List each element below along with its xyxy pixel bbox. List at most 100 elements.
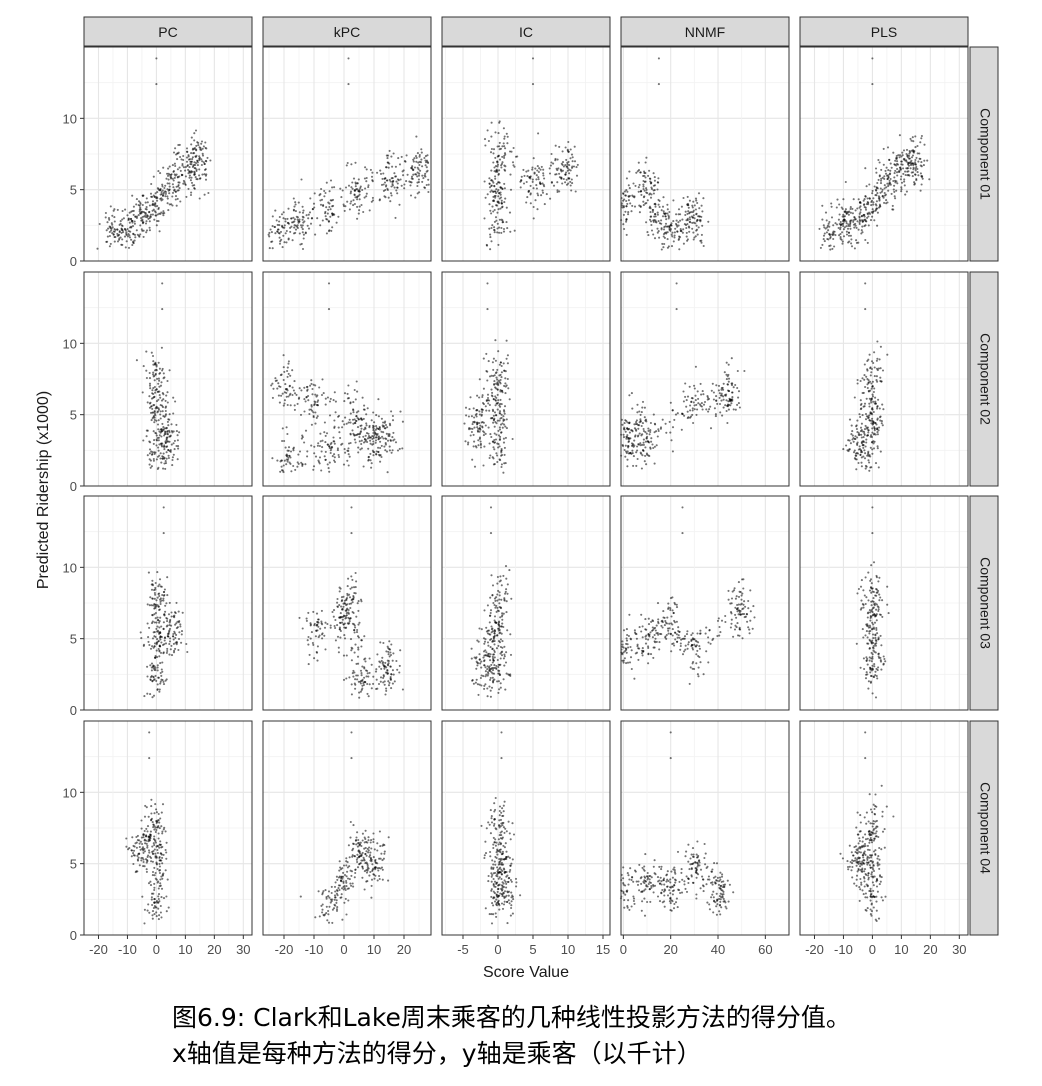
data-point [128, 236, 132, 239]
data-point [300, 242, 303, 245]
data-point [175, 601, 178, 604]
data-point [306, 385, 309, 388]
data-point [489, 855, 492, 858]
data-point [354, 161, 357, 164]
data-point [347, 184, 351, 187]
data-point [489, 233, 492, 236]
data-point [372, 838, 375, 841]
data-point [363, 635, 366, 638]
data-point [382, 676, 385, 680]
data-point [364, 837, 367, 841]
data-point [145, 231, 148, 234]
data-point [344, 186, 348, 189]
data-point [165, 857, 168, 860]
data-point [154, 214, 157, 217]
data-point [367, 435, 371, 438]
data-point [378, 660, 381, 663]
data-point [323, 431, 326, 434]
data-point [337, 646, 340, 649]
data-point [326, 622, 329, 626]
data-point [725, 409, 728, 413]
data-point [142, 439, 145, 442]
data-point [167, 906, 170, 909]
data-point [153, 374, 156, 377]
data-point [332, 440, 335, 443]
data-point [568, 164, 571, 167]
data-point [380, 852, 383, 855]
data-point [491, 416, 494, 419]
data-point [325, 905, 328, 908]
data-point [180, 630, 184, 633]
data-point [483, 854, 486, 857]
data-point [389, 651, 392, 654]
data-point [656, 435, 659, 438]
data-point [357, 648, 360, 651]
data-point [377, 427, 380, 430]
data-point [491, 584, 495, 587]
data-point [504, 197, 507, 200]
data-point [156, 848, 159, 852]
data-point [569, 157, 572, 160]
data-point [160, 399, 164, 402]
data-point [146, 622, 149, 625]
data-point [492, 368, 495, 371]
data-point [501, 646, 504, 649]
data-point [545, 193, 548, 196]
data-point [353, 855, 357, 858]
data-point [514, 877, 518, 880]
data-point [492, 210, 495, 213]
data-point [539, 168, 542, 171]
data-point [664, 222, 668, 225]
data-point [343, 400, 346, 403]
data-point [468, 408, 471, 411]
data-point [495, 382, 498, 385]
data-point [495, 402, 498, 405]
data-point [472, 407, 475, 410]
data-point [492, 657, 495, 660]
data-point [504, 392, 507, 395]
data-point [669, 401, 672, 404]
data-point [175, 423, 178, 426]
data-point [500, 884, 503, 887]
data-point [374, 859, 377, 862]
data-point [333, 624, 336, 628]
data-point [338, 860, 341, 863]
data-point [496, 658, 499, 662]
data-point [473, 426, 476, 429]
data-point [148, 229, 151, 232]
data-point [352, 594, 355, 598]
data-point [500, 403, 503, 406]
data-point [387, 680, 390, 683]
data-point [353, 671, 356, 674]
data-point [177, 189, 180, 192]
data-point [148, 731, 151, 734]
data-point [349, 606, 352, 610]
data-point [159, 410, 162, 413]
data-point [692, 200, 695, 203]
data-point [148, 604, 151, 607]
data-point [305, 617, 308, 620]
data-point [166, 620, 169, 623]
data-point [141, 215, 144, 219]
data-point [167, 454, 170, 457]
data-point [289, 392, 292, 395]
data-point [166, 202, 169, 205]
data-point [291, 239, 294, 242]
data-point [380, 183, 384, 186]
data-point [335, 901, 338, 904]
data-point [496, 163, 500, 166]
data-point [635, 464, 638, 467]
data-point [144, 201, 147, 204]
data-point [415, 173, 418, 176]
data-point [170, 644, 173, 647]
data-point [341, 420, 344, 423]
data-point [383, 181, 387, 184]
row-strip-2 [969, 271, 999, 487]
data-point [168, 431, 171, 434]
data-point [370, 466, 373, 469]
data-point [155, 915, 158, 918]
data-point [531, 83, 535, 86]
data-point [329, 626, 332, 629]
data-point [631, 204, 634, 207]
data-point [155, 419, 158, 422]
